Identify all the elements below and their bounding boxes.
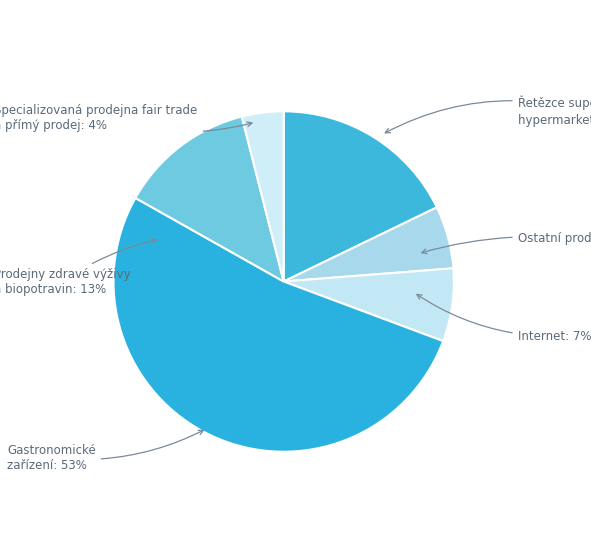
Wedge shape [242,112,284,282]
Text: Prodejny zdravé výživy
a biopotravin: 13%: Prodejny zdravé výživy a biopotravin: 13… [0,238,156,295]
Text: Specializovaná prodejna fair trade
a přímý prodej: 4%: Specializovaná prodejna fair trade a pří… [0,104,252,132]
Wedge shape [113,198,443,452]
Wedge shape [135,116,284,282]
Wedge shape [284,208,453,282]
Wedge shape [284,112,437,282]
Text: Řetězce supermarketů /
hypermarketů: 18%: Řetězce supermarketů / hypermarketů: 18% [385,96,591,133]
Wedge shape [284,268,454,341]
Text: Internet: 7%: Internet: 7% [417,294,591,343]
Text: Ostatní prodejny: 6%: Ostatní prodejny: 6% [422,232,591,253]
Text: Gastronomické
zařízení: 53%: Gastronomické zařízení: 53% [7,430,203,472]
